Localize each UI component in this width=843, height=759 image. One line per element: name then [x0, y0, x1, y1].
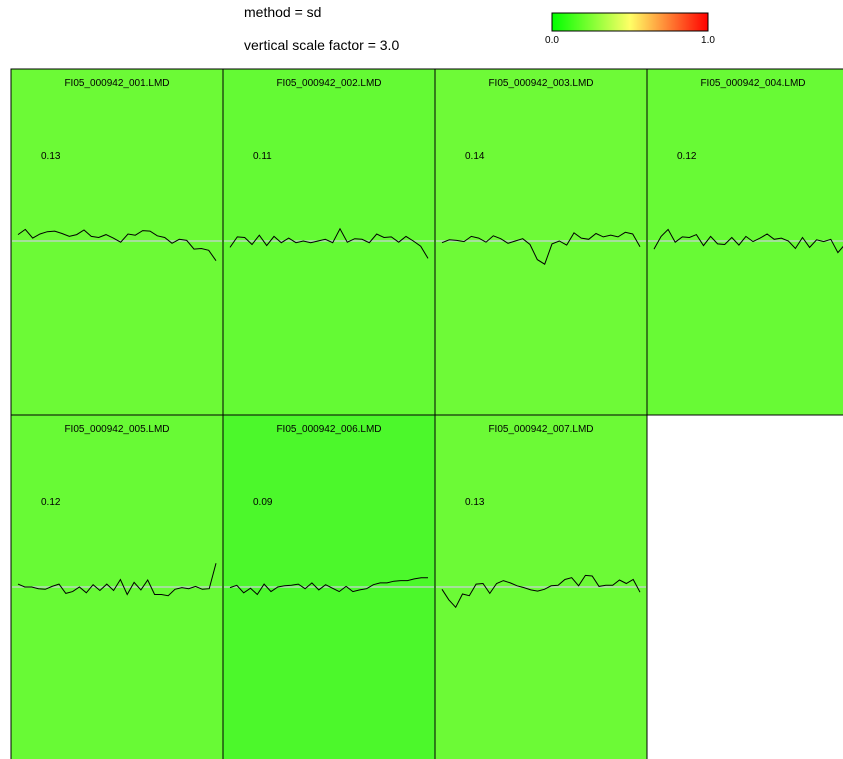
panel-grid: FI05_000942_001.LMD 0.13 FI05_000942_002.L… [10, 68, 843, 759]
trace-panel: FI05_000942_006.LMD 0.09 [222, 414, 436, 759]
colorbar-max-label: 1.0 [701, 35, 715, 46]
panel-value-label: 0.14 [465, 151, 485, 162]
panel-title: FI05_000942_004.LMD [700, 78, 805, 89]
trace-line [653, 228, 843, 254]
panel-value-label: 0.13 [41, 151, 61, 162]
panel-background [646, 68, 843, 416]
trace-line [17, 228, 217, 261]
panel-background [10, 68, 224, 416]
trace-panel: FI05_000942_003.LMD 0.14 [434, 68, 648, 416]
panel-title: FI05_000942_001.LMD [64, 78, 169, 89]
trace-panel: FI05_000942_004.LMD 0.12 [646, 68, 843, 416]
trace-panel: FI05_000942_005.LMD 0.12 [10, 414, 224, 759]
trace-line [17, 563, 217, 597]
color-scale-legend: 0.0 1.0 [545, 12, 715, 46]
panel-value-label: 0.13 [465, 497, 485, 508]
panel-value-label: 0.12 [41, 497, 61, 508]
method-label: method = sd [244, 4, 321, 20]
trace-line [229, 577, 428, 596]
panel-value-label: 0.12 [677, 151, 697, 162]
trace-line [441, 574, 641, 609]
panel-title: FI05_000942_007.LMD [488, 424, 593, 435]
panel-background [434, 68, 648, 416]
panel-background [222, 68, 436, 416]
colorbar-min-label: 0.0 [545, 35, 559, 46]
trace-panel: FI05_000942_002.LMD 0.11 [222, 68, 436, 416]
panel-title: FI05_000942_002.LMD [276, 78, 381, 89]
trace-line [441, 231, 641, 265]
panel-title: FI05_000942_006.LMD [276, 424, 381, 435]
panel-value-label: 0.09 [253, 497, 273, 508]
panel-title: FI05_000942_005.LMD [64, 424, 169, 435]
trace-panel: FI05_000942_001.LMD 0.13 [10, 68, 224, 416]
colorbar-gradient [551, 12, 709, 32]
trace-panel: FI05_000942_007.LMD 0.13 [434, 414, 648, 759]
panel-value-label: 0.11 [253, 151, 272, 162]
trace-line [229, 227, 429, 259]
panel-title: FI05_000942_003.LMD [488, 78, 593, 89]
scale-factor-label: vertical scale factor = 3.0 [244, 37, 399, 53]
